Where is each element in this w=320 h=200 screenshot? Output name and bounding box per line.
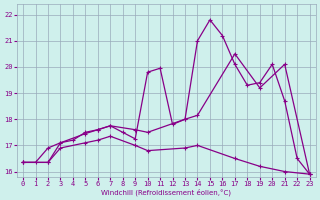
X-axis label: Windchill (Refroidissement éolien,°C): Windchill (Refroidissement éolien,°C) [101, 188, 231, 196]
